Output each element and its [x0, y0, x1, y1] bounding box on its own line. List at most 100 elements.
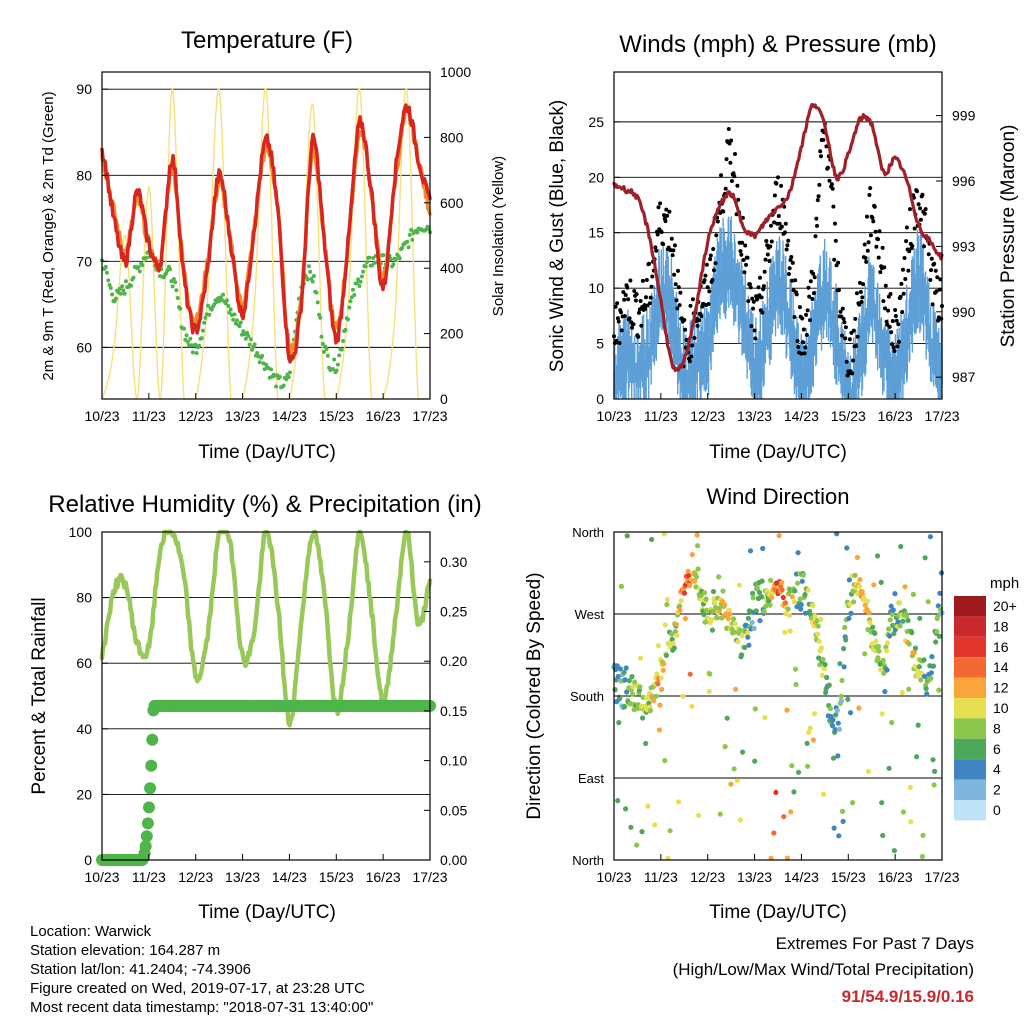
dewpoint-point — [359, 274, 364, 279]
direction-point — [658, 675, 664, 681]
direction-point — [768, 577, 774, 583]
gust-point — [888, 292, 893, 296]
x-tick-label: 11/23 — [644, 869, 678, 885]
x-tick-label: 11/23 — [132, 869, 166, 885]
dewpoint-point — [110, 292, 115, 297]
humidity-xlabel: Time (Day/UTC) — [198, 902, 336, 923]
direction-point — [677, 607, 683, 614]
y-tick-label-right: 800 — [440, 129, 464, 145]
dewpoint-point — [405, 239, 410, 244]
direction-point — [686, 573, 692, 579]
direction-point — [890, 607, 896, 613]
direction-point — [788, 809, 794, 815]
direction-point — [799, 578, 805, 584]
direction-point — [921, 657, 927, 663]
dewpoint-point — [310, 279, 315, 284]
x-tick-label: 10/23 — [596, 408, 631, 424]
dewpoint-point — [393, 257, 398, 262]
gust-point — [628, 278, 633, 283]
direction-point — [732, 629, 738, 635]
direction-point — [846, 577, 853, 583]
gust-point — [897, 339, 901, 344]
dewpoint-point — [319, 334, 324, 339]
dewpoint-point — [227, 310, 232, 315]
direction-point — [919, 853, 926, 860]
direction-point — [807, 725, 813, 731]
direction-point — [839, 808, 846, 815]
direction-point — [759, 594, 765, 600]
gust-point — [930, 302, 935, 307]
direction-point — [829, 723, 836, 729]
dewpoint-point — [182, 326, 186, 331]
gust-point — [819, 154, 823, 159]
gust-point — [751, 299, 756, 304]
gust-point — [907, 249, 912, 254]
x-tick-label: 12/23 — [178, 869, 213, 885]
gust-point — [817, 182, 822, 187]
y-tick-label-left: 100 — [69, 524, 93, 540]
legend-swatch — [954, 698, 986, 719]
direction-point — [839, 677, 845, 684]
direction-point — [617, 694, 623, 700]
gust-point — [811, 271, 816, 276]
gust-point — [765, 252, 770, 257]
direction-point — [918, 677, 924, 683]
legend-label: 2 — [993, 782, 1001, 798]
legend-swatch — [954, 759, 986, 780]
gust-point — [836, 288, 841, 293]
x-tick-label: 15/23 — [831, 408, 866, 424]
direction-point — [873, 638, 879, 644]
direction-point — [836, 726, 843, 733]
dewpoint-point — [311, 274, 316, 278]
direction-point — [726, 607, 732, 613]
gust-point — [916, 202, 921, 207]
direction-point — [727, 611, 733, 617]
direction-point — [689, 552, 695, 558]
direction-point — [792, 588, 798, 594]
pressure-series — [612, 102, 944, 373]
dewpoint-point — [381, 253, 386, 258]
gust-point — [829, 182, 834, 187]
gust-point — [760, 310, 765, 315]
direction-point — [791, 789, 797, 795]
gust-point — [753, 336, 758, 341]
direction-point — [643, 740, 649, 747]
dewpoint-point — [252, 342, 257, 347]
direction-point — [781, 814, 787, 820]
gust-point — [632, 289, 637, 293]
y-tick-label-right: 999 — [952, 108, 976, 124]
direction-point — [798, 606, 804, 612]
gust-point — [708, 257, 713, 262]
precip-point — [144, 782, 157, 795]
direction-point — [645, 695, 652, 702]
dewpoint-point — [281, 383, 286, 388]
gust-point — [750, 296, 755, 301]
gust-point — [799, 351, 804, 356]
gust-point — [704, 262, 709, 267]
direction-point — [898, 543, 904, 550]
dewpoint-point — [357, 284, 362, 288]
dewpoint-point — [207, 312, 212, 317]
gust-point — [786, 272, 791, 276]
direction-point — [736, 582, 743, 588]
direction-point — [874, 553, 881, 559]
gust-point — [747, 282, 752, 287]
direction-point — [782, 600, 789, 606]
direction-point — [629, 691, 636, 697]
direction-point — [692, 578, 698, 584]
direction-point — [850, 800, 856, 806]
gust-point — [731, 171, 736, 176]
y-tick-label-left: 5 — [596, 336, 604, 352]
gust-point — [688, 303, 693, 308]
gust-point — [915, 189, 919, 194]
gust-point — [922, 244, 926, 249]
gust-point — [658, 201, 663, 206]
direction-point — [701, 611, 707, 618]
dewpoint-point — [124, 279, 128, 284]
direction-point — [712, 600, 718, 606]
gust-point — [644, 295, 648, 300]
direction-point — [789, 763, 795, 769]
gust-point — [732, 174, 737, 179]
direction-point — [654, 671, 660, 677]
